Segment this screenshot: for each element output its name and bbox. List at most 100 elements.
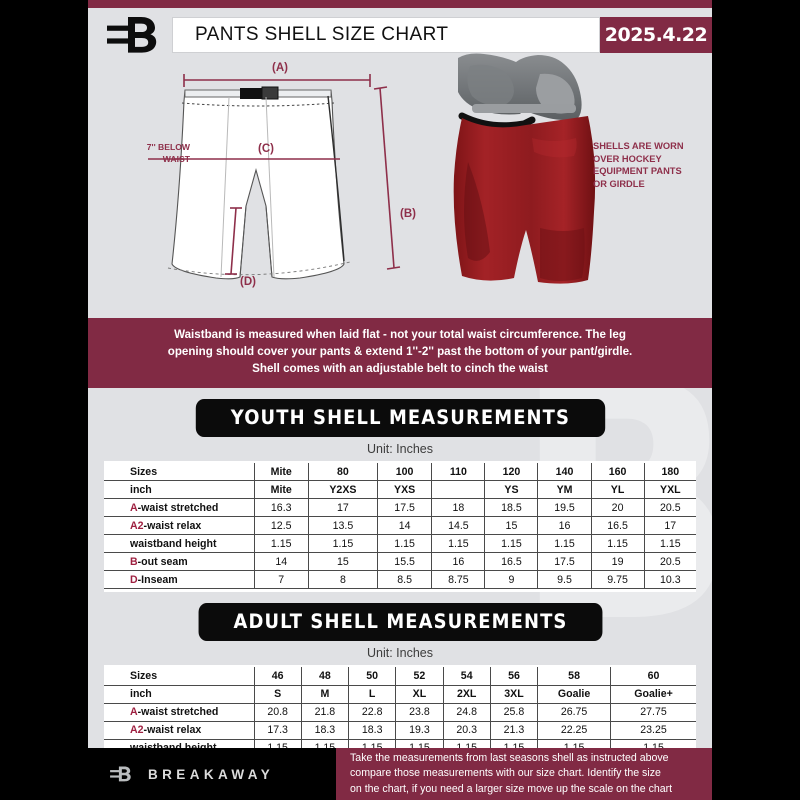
- pant-technical-drawing: [148, 74, 401, 280]
- table-cell: 18.5: [484, 498, 539, 518]
- table-cell: 13.5: [308, 516, 378, 536]
- youth-size-table: Sizes Mite 80 100 110 120 140 160 180 inch Mite Y2X…: [104, 462, 696, 590]
- table-cell: 160: [591, 462, 645, 482]
- table-cell: YM: [537, 480, 592, 500]
- table-cell: 25.8: [490, 703, 539, 722]
- table-cell: Mite: [254, 480, 309, 500]
- shell-usage-note: SHELLS ARE WORN OVER HOCKEY EQUIPMENT PA…: [593, 141, 684, 189]
- table-row: A-waist stretched 16.3 17 17.5 18 18.5 19.5 20 2…: [104, 498, 696, 518]
- table-cell: [431, 480, 486, 500]
- table-cell: 17: [644, 516, 696, 536]
- table-cell: 20: [591, 498, 645, 518]
- waist-below-note: 7'' BELOW WAIST: [146, 142, 190, 164]
- table-row: Sizes Mite 80 100 110 120 140 160 180: [104, 462, 696, 482]
- adult-unit-label: Unit: Inches: [366, 646, 433, 661]
- table-cell: 14: [377, 516, 433, 536]
- table-cell: XL: [395, 685, 444, 704]
- row-label-prefix: A: [130, 706, 138, 719]
- footer-instructions: Take the measurements from last seasons …: [336, 748, 712, 800]
- row-label: B-out seam: [104, 552, 255, 572]
- row-label-prefix: D: [130, 573, 138, 586]
- table-cell: 16.5: [591, 516, 645, 536]
- table-cell: 1.15: [308, 534, 378, 554]
- table-row: A-waist stretched 20.8 21.8 22.8 23.8 24.8 25.…: [104, 703, 696, 722]
- table-cell: 19.3: [395, 721, 444, 740]
- table-cell: 16.3: [254, 498, 309, 518]
- measurement-instructions-banner: Waistband is measured when laid flat - n…: [88, 318, 712, 388]
- dim-label-c: (C): [258, 143, 274, 155]
- row-label: inch: [104, 685, 255, 704]
- dim-label-b: (B): [400, 208, 416, 220]
- table-cell: 14: [254, 552, 309, 572]
- table-cell: YXL: [644, 480, 696, 500]
- table-cell: Mite: [254, 462, 309, 482]
- table-row: inch Mite Y2XS YXS YS YM YL YXL: [104, 480, 696, 500]
- table-cell: 17.5: [377, 498, 433, 518]
- table-row: A2-waist relax 17.3 18.3 18.3 19.3 20.3 21.3 22…: [104, 721, 696, 740]
- youth-heading: YOUTH SHELL MEASUREMENTS: [195, 398, 605, 437]
- table-cell: 60: [610, 667, 696, 686]
- table-cell: 8: [308, 570, 378, 590]
- youth-table-wrap: Sizes Mite 80 100 110 120 140 160 180 inch Mite Y2X…: [104, 460, 696, 593]
- table-cell: 48: [301, 667, 350, 686]
- table-row: Sizes 46 48 50 52 54 56 58 60: [104, 667, 696, 686]
- adult-section-header: ADULT SHELL MEASUREMENTS: [88, 592, 712, 642]
- table-cell: 100: [377, 462, 433, 482]
- table-cell: 9: [484, 570, 539, 590]
- table-cell: 18.3: [348, 721, 397, 740]
- row-label: Sizes: [104, 667, 255, 686]
- table-cell: 15: [484, 516, 539, 536]
- row-label: waistband height: [104, 534, 255, 554]
- table-cell: 56: [490, 667, 539, 686]
- table-cell: 9.5: [537, 570, 592, 590]
- table-cell: 27.75: [610, 703, 696, 722]
- table-cell: 1.15: [591, 534, 645, 554]
- table-cell: Goalie: [537, 685, 612, 704]
- table-cell: YS: [484, 480, 539, 500]
- table-cell: 3XL: [490, 685, 539, 704]
- row-label: A2-waist relax: [104, 721, 255, 740]
- page-header: PANTS SHELL SIZE CHART 2025.4.22: [88, 8, 712, 56]
- content-area: B PANTS SHELL SIZE CHART 2025.4.22: [88, 8, 712, 800]
- date-badge: 2025.4.22: [600, 17, 712, 53]
- table-cell: 1.15: [254, 534, 309, 554]
- table-cell: 17.3: [254, 721, 302, 740]
- footer-line-1: Take the measurements from last seasons …: [350, 751, 669, 764]
- table-cell: 1.15: [431, 534, 486, 554]
- table-cell: 1.15: [484, 534, 539, 554]
- table-cell: 23.8: [395, 703, 444, 722]
- youth-unit-label: Unit: Inches: [366, 441, 433, 456]
- table-cell: 20.3: [443, 721, 491, 740]
- table-cell: 17.5: [537, 552, 592, 572]
- table-cell: 22.8: [348, 703, 397, 722]
- table-cell: 20.8: [254, 703, 302, 722]
- row-label-prefix: A2: [130, 724, 144, 737]
- table-cell: 19: [591, 552, 645, 572]
- row-label: A-waist stretched: [104, 498, 255, 518]
- table-cell: S: [254, 685, 302, 704]
- table-cell: 26.75: [537, 703, 612, 722]
- footer-line-3: on the chart, if you need a larger size …: [350, 782, 673, 795]
- table-cell: 180: [644, 462, 696, 482]
- table-row: D-Inseam 7 8 8.5 8.75 9 9.5 9.75 10.3: [104, 570, 696, 590]
- table-cell: 50: [348, 667, 397, 686]
- row-label: D-Inseam: [104, 570, 255, 590]
- table-row: inch S M L XL 2XL 3XL Goalie Goalie+: [104, 685, 696, 704]
- table-cell: 16: [537, 516, 592, 536]
- youth-section-header: YOUTH SHELL MEASUREMENTS: [88, 388, 712, 437]
- footer-brand: BREAKAWAY: [88, 748, 336, 800]
- breakaway-b-logo-icon: [102, 13, 164, 57]
- dim-label-d: (D): [240, 276, 256, 288]
- table-cell: 54: [443, 667, 491, 686]
- table-cell: 18.3: [301, 721, 350, 740]
- table-row: B-out seam 14 15 15.5 16 16.5 17.5 19 20.5: [104, 552, 696, 572]
- table-cell: 8.5: [377, 570, 433, 590]
- table-cell: 22.25: [537, 721, 612, 740]
- table-cell: 20.5: [644, 552, 696, 572]
- row-label: A-waist stretched: [104, 703, 255, 722]
- table-cell: 52: [395, 667, 444, 686]
- adult-heading: ADULT SHELL MEASUREMENTS: [198, 603, 602, 642]
- banner-line-3: Shell comes with an adjustable belt to c…: [252, 361, 548, 375]
